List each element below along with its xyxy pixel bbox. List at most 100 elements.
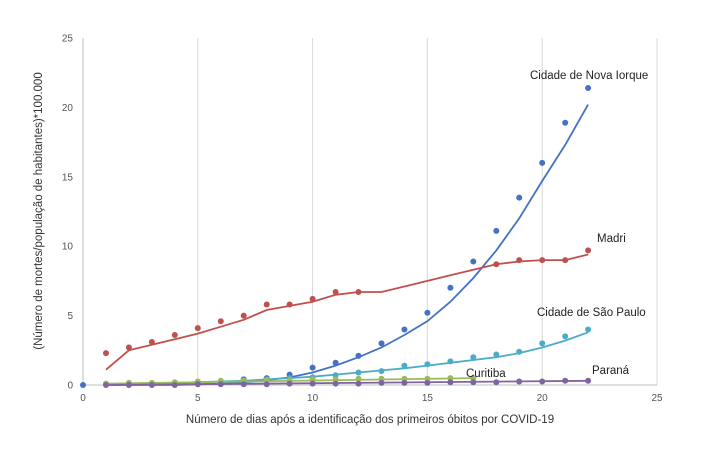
point-cidade-de-sao-paulo: [516, 348, 523, 355]
y-tick-label: 25: [62, 34, 74, 45]
point-cidade-de-nova-iorque: [80, 382, 86, 388]
point-curitiba: [263, 377, 270, 384]
series-label-cidade-de-nova-iorque: Cidade de Nova Iorque: [530, 70, 648, 82]
point-parana: [263, 381, 270, 388]
point-cidade-de-nova-iorque: [424, 309, 431, 316]
point-cidade-de-nova-iorque: [470, 258, 477, 265]
point-parana: [286, 380, 293, 387]
point-cidade-de-nova-iorque: [585, 85, 592, 91]
point-cidade-de-nova-iorque: [493, 227, 500, 234]
point-madri: [286, 301, 293, 308]
x-tick-label: 5: [195, 393, 201, 404]
point-cidade-de-sao-paulo: [378, 368, 385, 375]
y-tick-label: 15: [62, 172, 74, 183]
point-parana: [194, 381, 201, 388]
y-tick-label: 0: [67, 381, 73, 392]
point-madri: [103, 350, 109, 357]
point-cidade-de-nova-iorque: [516, 194, 523, 201]
x-axis-label: Número de dias após a identificação dos …: [186, 414, 554, 426]
point-parana: [148, 382, 155, 388]
point-curitiba: [401, 375, 408, 382]
point-madri: [171, 332, 178, 338]
point-madri: [332, 289, 339, 295]
point-parana: [355, 380, 362, 387]
x-tick-label: 0: [80, 393, 86, 404]
series-label-curitiba: Curitiba: [466, 368, 506, 380]
point-parana: [217, 381, 224, 388]
point-cidade-de-sao-paulo: [332, 372, 339, 379]
point-cidade-de-sao-paulo: [470, 354, 477, 361]
point-madri: [493, 261, 500, 268]
point-parana: [378, 379, 385, 386]
point-parana: [447, 379, 454, 386]
point-cidade-de-nova-iorque: [355, 352, 362, 359]
point-curitiba: [470, 375, 477, 382]
point-parana: [424, 379, 431, 386]
point-madri: [148, 339, 155, 345]
point-madri: [240, 312, 247, 319]
trend-line-cidade-de-nova-iorque: [106, 104, 589, 386]
point-cidade-de-sao-paulo: [493, 351, 500, 358]
y-tick-label: 10: [62, 242, 74, 253]
point-parana: [103, 382, 109, 388]
point-madri: [309, 295, 316, 302]
y-tick-label: 5: [67, 311, 73, 322]
point-curitiba: [332, 376, 339, 383]
point-parana: [516, 378, 523, 385]
point-madri: [194, 325, 201, 332]
y-tick-label: 20: [62, 103, 74, 114]
point-cidade-de-nova-iorque: [309, 364, 316, 371]
x-tick-label: 20: [537, 393, 549, 404]
point-cidade-de-sao-paulo: [447, 358, 454, 365]
point-cidade-de-sao-paulo: [562, 333, 569, 340]
point-parana: [332, 380, 339, 387]
data-points: [80, 85, 592, 388]
axes: [82, 38, 657, 386]
tick-labels: 0 5 10 15 20 25 0 5 10 15 20 25: [62, 34, 663, 405]
point-cidade-de-nova-iorque: [562, 119, 569, 126]
point-cidade-de-sao-paulo: [401, 362, 408, 369]
point-parana: [309, 380, 316, 387]
trend-lines: [105, 104, 589, 386]
series-labels: Cidade de Nova Iorque Madri Cidade de São …: [466, 70, 648, 380]
point-madri: [263, 301, 270, 308]
point-parana: [585, 377, 592, 384]
point-curitiba: [378, 375, 385, 382]
point-madri: [585, 247, 592, 254]
point-cidade-de-sao-paulo: [585, 326, 592, 333]
point-parana: [401, 379, 408, 386]
point-curitiba: [447, 375, 454, 382]
point-parana: [493, 379, 500, 386]
point-parana: [240, 381, 247, 388]
point-madri: [217, 318, 224, 325]
point-madri: [516, 257, 523, 264]
x-tick-label: 25: [651, 393, 663, 404]
point-cidade-de-sao-paulo: [355, 369, 362, 376]
point-parana: [539, 378, 546, 385]
trend-line-parana: [105, 379, 589, 386]
x-tick-label: 15: [422, 393, 434, 404]
point-cidade-de-nova-iorque: [401, 326, 408, 333]
point-madri: [562, 257, 569, 264]
series-label-madri: Madri: [597, 233, 626, 245]
series-label-cidade-de-sao-paulo: Cidade de São Paulo: [537, 307, 646, 319]
point-parana: [171, 382, 178, 388]
point-cidade-de-nova-iorque: [378, 340, 385, 347]
point-parana: [470, 379, 477, 386]
point-cidade-de-nova-iorque: [332, 359, 339, 366]
point-parana: [125, 382, 132, 388]
trend-line-madri: [105, 253, 589, 371]
point-parana: [562, 377, 569, 384]
point-madri: [539, 257, 546, 264]
point-cidade-de-nova-iorque: [539, 159, 546, 166]
point-madri: [355, 289, 362, 295]
point-curitiba: [309, 376, 316, 383]
point-curitiba: [355, 375, 362, 382]
trend-line-cidade-de-sao-paulo: [105, 331, 589, 386]
x-tick-label: 10: [307, 393, 319, 404]
point-madri: [125, 344, 132, 351]
point-cidade-de-nova-iorque: [447, 284, 454, 291]
point-cidade-de-sao-paulo: [539, 340, 546, 347]
y-axis-label: (Número de mortes/população de habitante…: [33, 72, 45, 349]
